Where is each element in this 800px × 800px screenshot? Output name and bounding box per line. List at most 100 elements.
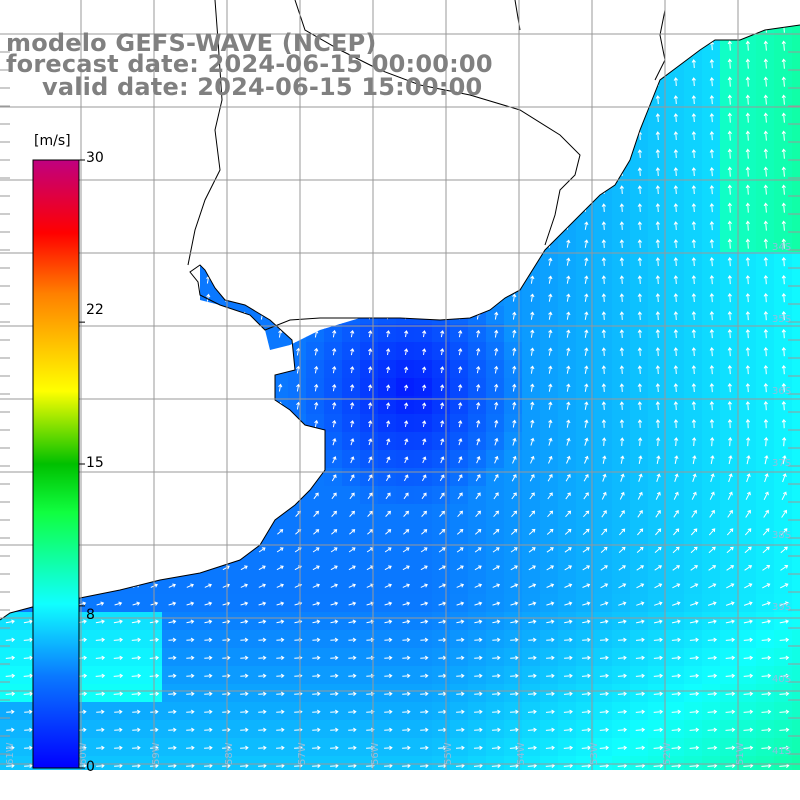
speed-cell	[162, 0, 181, 19]
speed-cell	[360, 252, 379, 271]
speed-cell	[720, 594, 739, 613]
wind-arrow	[98, 365, 103, 374]
wind-arrow	[330, 763, 339, 768]
speed-cell	[738, 450, 757, 469]
wind-arrow	[240, 565, 248, 571]
wind-arrow	[421, 510, 427, 517]
wind-arrow	[725, 655, 736, 660]
speed-cell	[180, 216, 199, 235]
speed-cell	[540, 0, 559, 19]
wind-arrow	[240, 763, 249, 768]
speed-cell	[558, 234, 577, 253]
speed-cell	[216, 612, 235, 631]
wind-arrow	[7, 529, 14, 535]
wind-arrow	[582, 547, 590, 553]
speed-cell	[738, 630, 757, 649]
wind-arrow	[637, 41, 642, 50]
wind-arrow	[134, 185, 139, 194]
speed-cell	[630, 378, 649, 397]
speed-cell	[774, 468, 793, 487]
wind-arrow	[276, 565, 284, 571]
speed-cell	[450, 126, 469, 145]
speed-cell	[414, 396, 433, 415]
wind-arrow	[332, 329, 337, 338]
wind-arrow	[440, 41, 445, 50]
wind-arrow	[512, 41, 517, 50]
speed-cell	[306, 756, 325, 775]
wind-arrow	[781, 112, 786, 123]
speed-cell	[198, 342, 217, 361]
speed-cell	[216, 486, 235, 505]
wind-arrow	[368, 330, 373, 338]
speed-cell	[450, 288, 469, 307]
wind-arrow	[386, 293, 391, 302]
speed-cell	[756, 612, 775, 631]
speed-cell	[774, 738, 793, 757]
speed-cell	[702, 432, 721, 451]
speed-cell	[198, 252, 217, 271]
wind-arrow	[745, 184, 750, 195]
wind-arrow	[710, 6, 714, 14]
speed-cell	[504, 216, 523, 235]
speed-cell	[162, 414, 181, 433]
speed-cell	[360, 108, 379, 127]
wind-arrow	[654, 601, 663, 606]
wind-arrow	[204, 637, 213, 643]
speed-cell	[504, 306, 523, 325]
speed-cell	[630, 648, 649, 667]
speed-cell	[792, 648, 800, 667]
wind-arrow	[779, 601, 789, 606]
speed-cell	[162, 666, 181, 685]
speed-cell	[144, 306, 163, 325]
speed-cell	[594, 576, 613, 595]
speed-cell	[792, 216, 800, 235]
speed-cell	[324, 432, 343, 451]
speed-cell	[666, 162, 685, 181]
wind-arrow	[368, 366, 373, 374]
wind-arrow	[745, 365, 750, 375]
speed-cell	[396, 738, 415, 757]
wind-arrow	[386, 167, 391, 176]
speed-cell	[144, 288, 163, 307]
wind-arrow	[422, 456, 427, 464]
wind-arrow	[709, 401, 714, 411]
wind-arrow	[674, 437, 679, 447]
wind-arrow	[673, 185, 678, 195]
speed-cell	[756, 360, 775, 379]
speed-cell	[558, 432, 577, 451]
wind-arrow	[384, 745, 393, 750]
speed-cell	[792, 198, 800, 217]
speed-cell	[306, 360, 325, 379]
speed-cell	[162, 522, 181, 541]
speed-cell	[594, 0, 613, 19]
speed-cell	[630, 162, 649, 181]
wind-arrow	[402, 727, 411, 732]
speed-cell	[756, 324, 775, 343]
wind-arrow	[349, 492, 355, 500]
wind-arrow	[331, 474, 337, 482]
wind-arrow	[350, 149, 355, 158]
speed-cell	[630, 90, 649, 109]
speed-cell	[576, 252, 595, 271]
speed-cell	[198, 504, 217, 523]
speed-cell	[630, 756, 649, 775]
speed-cell	[216, 162, 235, 181]
wind-arrow	[170, 185, 175, 194]
speed-cell	[234, 288, 253, 307]
wind-arrow	[222, 727, 231, 732]
wind-arrow	[258, 727, 267, 732]
wind-arrow	[404, 41, 409, 50]
wind-arrow	[260, 239, 265, 248]
speed-cell	[378, 576, 397, 595]
wind-arrow	[761, 727, 772, 732]
speed-cell	[468, 162, 487, 181]
speed-cell	[774, 666, 793, 685]
speed-cell	[108, 684, 127, 703]
speed-cell	[702, 36, 721, 55]
wind-arrow	[23, 655, 34, 660]
speed-cell	[216, 450, 235, 469]
speed-cell	[378, 540, 397, 559]
wind-arrow	[332, 401, 337, 410]
speed-cell	[522, 378, 541, 397]
wind-arrow	[563, 691, 573, 696]
